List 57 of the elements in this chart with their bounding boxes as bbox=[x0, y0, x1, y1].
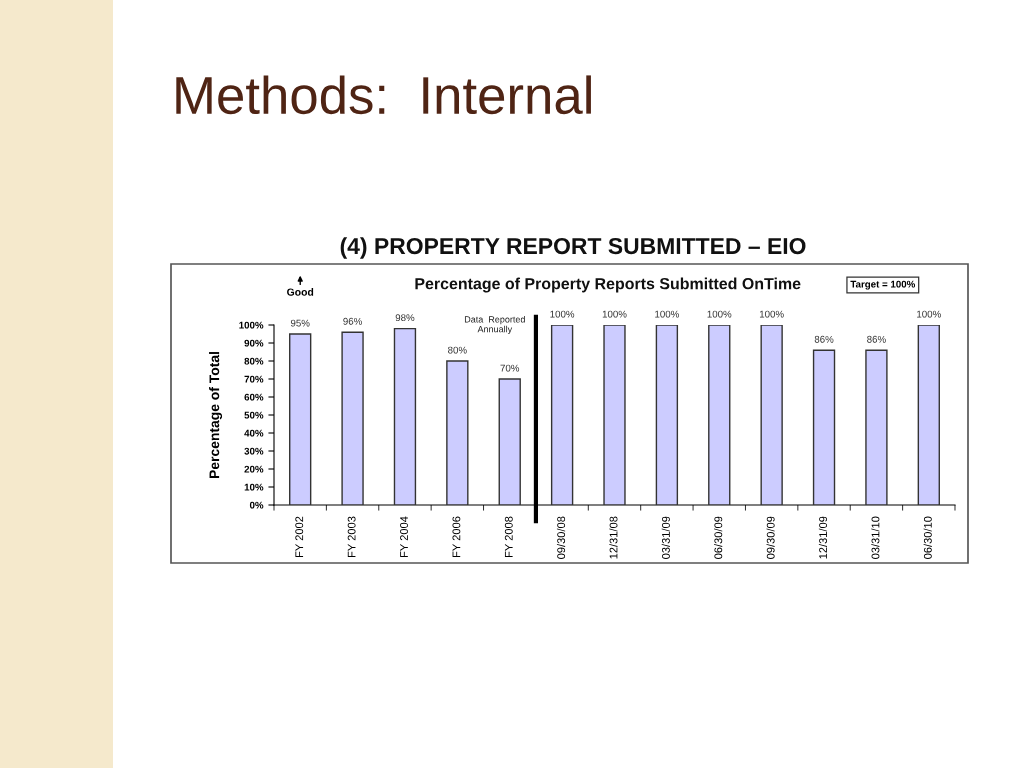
data-label: 86% bbox=[867, 335, 886, 343]
x-tick-label: 12/31/09 bbox=[818, 516, 828, 559]
data-label: 100% bbox=[707, 310, 732, 318]
x-tick-label: FY 2004 bbox=[400, 516, 408, 558]
y-tick-label: 100% bbox=[239, 321, 264, 329]
data-label: 100% bbox=[917, 310, 941, 318]
y-tick-label: 30% bbox=[244, 447, 264, 455]
y-tick-label: 40% bbox=[244, 429, 264, 437]
bar bbox=[708, 325, 731, 505]
data-label: 86% bbox=[814, 335, 834, 343]
x-tick-label: 12/31/08 bbox=[609, 516, 618, 559]
y-tick-label: 0% bbox=[249, 501, 264, 509]
x-tick-label: 03/31/09 bbox=[661, 516, 670, 559]
text: Methods: Internal bbox=[176, 75, 591, 115]
x-tick-label: FY 2003 bbox=[347, 516, 356, 558]
bar bbox=[917, 325, 940, 505]
bar bbox=[341, 331, 364, 505]
data-label: 80% bbox=[448, 346, 467, 354]
data-label: 100% bbox=[759, 310, 784, 318]
y-tick-label: 10% bbox=[244, 483, 264, 491]
data-label: 95% bbox=[290, 319, 310, 327]
data-label: 70% bbox=[500, 364, 520, 372]
chart-title: (4) PROPERTY REPORT SUBMITTED – EIO bbox=[340, 237, 806, 259]
y-tick-label: 60% bbox=[244, 393, 264, 401]
bar bbox=[865, 349, 888, 505]
x-tick-label: FY 2006 bbox=[452, 516, 461, 558]
data-label: 100% bbox=[602, 310, 627, 318]
bar bbox=[603, 325, 626, 505]
bar bbox=[655, 325, 679, 505]
data-label: 100% bbox=[550, 310, 575, 318]
x-tick-label: FY 2002 bbox=[295, 516, 304, 558]
y-tick-label: 70% bbox=[244, 375, 264, 383]
bar bbox=[550, 325, 574, 505]
y-tick-label: 20% bbox=[244, 465, 264, 473]
y-tick-label: 80% bbox=[244, 357, 264, 365]
bar bbox=[760, 325, 783, 505]
y-axis-title: Percentage of Total bbox=[209, 352, 223, 478]
annotation: Data Reported Annually bbox=[464, 315, 525, 335]
bar bbox=[393, 327, 417, 505]
chart-subtitle: Percentage of Property Reports Submitted OnTime bbox=[415, 277, 801, 293]
x-tick-label: FY 2008 bbox=[504, 516, 513, 558]
y-tick-label: 90% bbox=[244, 339, 264, 347]
x-tick-label: 09/30/08 bbox=[556, 516, 566, 559]
data-label: 100% bbox=[655, 310, 679, 318]
text: Good bbox=[287, 288, 314, 296]
x-tick-label: 03/31/10 bbox=[871, 516, 880, 559]
y-tick-label: 50% bbox=[244, 411, 264, 419]
bar bbox=[812, 349, 836, 505]
x-tick-label: 06/30/10 bbox=[923, 516, 932, 559]
text: Target = 100% bbox=[850, 280, 916, 290]
x-tick-label: 06/30/09 bbox=[714, 516, 723, 559]
data-label: 98% bbox=[395, 314, 415, 322]
bar bbox=[446, 360, 469, 505]
bar bbox=[289, 333, 312, 505]
x-tick-label: 09/30/09 bbox=[766, 516, 775, 559]
bar bbox=[498, 378, 521, 505]
data-label: 96% bbox=[343, 317, 362, 325]
